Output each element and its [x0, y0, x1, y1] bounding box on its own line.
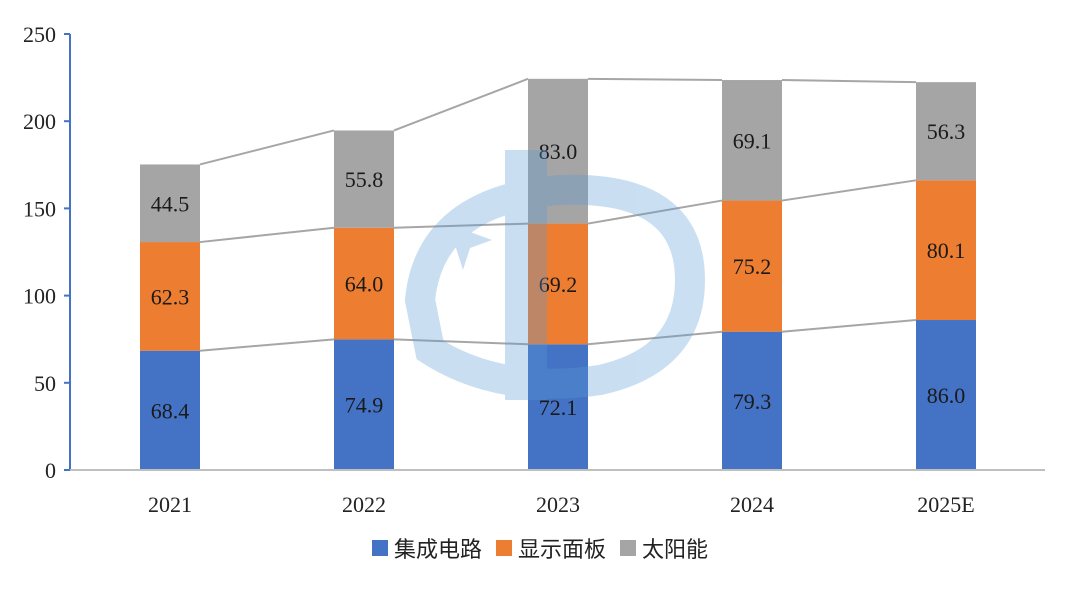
x-tick-label: 2021 — [148, 492, 192, 517]
bars-layer — [140, 78, 976, 470]
series-line — [587, 199, 723, 225]
series-line — [199, 129, 335, 166]
data-label: 69.2 — [539, 272, 578, 297]
x-tick-label: 2022 — [342, 492, 386, 517]
data-label: 69.1 — [733, 128, 772, 153]
data-label: 74.9 — [345, 393, 384, 418]
legend-label: 显示面板 — [517, 538, 606, 563]
legend-swatch — [371, 540, 388, 556]
legend-item: 显示面板 — [495, 532, 606, 564]
y-tick-label: 100 — [23, 284, 56, 309]
series-line — [587, 77, 723, 82]
data-label: 72.1 — [539, 395, 578, 420]
bar-segment — [722, 200, 782, 332]
bar-segment — [140, 164, 200, 243]
y-tick-label: 0 — [45, 458, 56, 483]
legend-swatch — [495, 540, 512, 556]
axes-layer: 2021 2022 2023 2024 2025E 0 50 100 150 200 250 — [23, 22, 1045, 517]
bar-segment — [916, 82, 976, 181]
series-line — [393, 338, 529, 346]
bar-segment — [722, 80, 782, 201]
bar-segment — [334, 130, 394, 228]
y-tick-label: 150 — [23, 196, 56, 221]
y-tick-label: 200 — [23, 109, 56, 134]
bar-segment — [528, 78, 588, 224]
data-label: 44.5 — [151, 191, 190, 216]
bar-segment — [916, 320, 976, 470]
data-label: 68.4 — [151, 398, 190, 423]
bar-segment — [528, 223, 588, 345]
watermark-logo — [404, 150, 706, 400]
series-line — [199, 226, 335, 244]
legend-item: 太阳能 — [620, 532, 708, 564]
bar-segment — [140, 350, 200, 470]
series-line — [393, 222, 529, 229]
series-line — [781, 79, 917, 84]
bar-segment — [528, 344, 588, 470]
data-label: 56.3 — [927, 119, 966, 144]
series-line — [781, 179, 917, 202]
data-label: 80.1 — [927, 238, 966, 263]
data-label: 83.0 — [539, 139, 578, 164]
x-tick-label: 2024 — [730, 492, 774, 517]
chart-legend: 集成电路 显示面板 太阳能 — [0, 532, 1080, 564]
data-label: 86.0 — [927, 383, 966, 408]
bar-segment — [916, 180, 976, 321]
data-label: 75.2 — [733, 254, 772, 279]
legend-label: 太阳能 — [642, 538, 709, 563]
series-line — [199, 338, 335, 352]
data-labels-layer: 68.4 62.3 44.5 74.9 64.0 55.8 72.1 69.2 83.0 79.3… — [151, 119, 966, 423]
x-tick-label: 2023 — [536, 492, 580, 517]
data-label: 79.3 — [733, 389, 772, 414]
data-label: 62.3 — [151, 284, 190, 309]
legend-label: 集成电路 — [393, 538, 482, 563]
series-line — [587, 330, 723, 346]
bar-segment — [334, 227, 394, 340]
series-line — [781, 319, 917, 333]
bar-segment — [140, 242, 200, 351]
y-tick-label: 250 — [23, 22, 56, 47]
series-lines-layer — [199, 77, 917, 352]
legend-item: 集成电路 — [371, 532, 482, 564]
series-line — [393, 77, 529, 132]
x-tick-label: 2025E — [917, 492, 974, 517]
data-label: 55.8 — [345, 167, 384, 192]
y-tick-label: 50 — [34, 371, 56, 396]
legend-swatch — [620, 540, 636, 556]
data-label: 64.0 — [345, 272, 384, 297]
bar-segment — [722, 331, 782, 470]
bar-segment — [334, 339, 394, 470]
